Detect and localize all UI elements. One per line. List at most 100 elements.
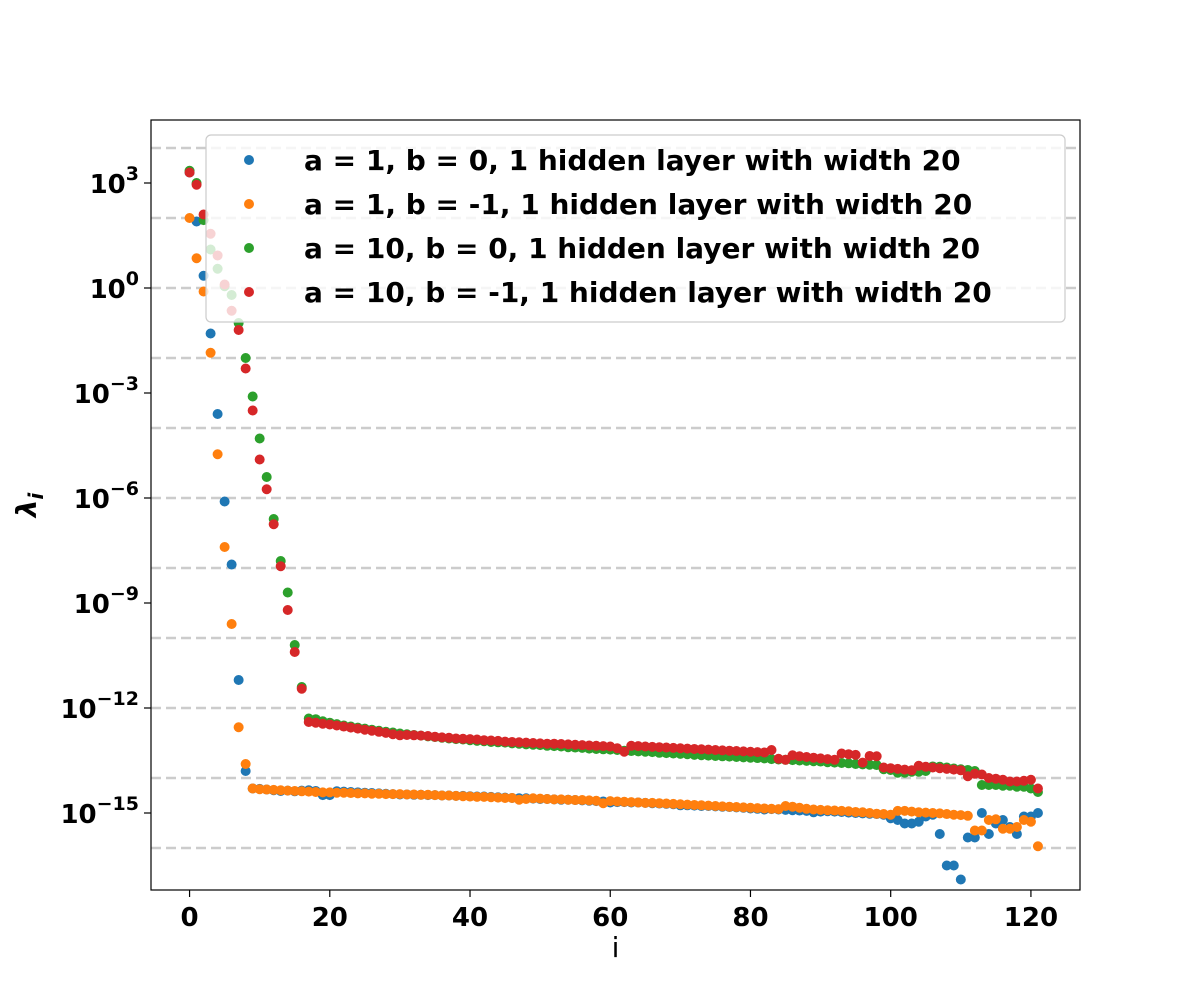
data-point [871, 751, 882, 762]
data-point [976, 780, 987, 790]
y-axis-ticks: 103 100 10−3 10−6 10−9 10−12 10−15 [60, 163, 151, 830]
data-point [247, 391, 258, 402]
legend-marker [244, 287, 254, 297]
y-tick-label: 103 [90, 163, 139, 200]
data-point [766, 745, 777, 755]
data-point [233, 675, 244, 685]
x-axis-label: i [612, 931, 620, 964]
legend-marker [244, 155, 254, 165]
data-point [1011, 829, 1022, 839]
data-point [401, 789, 412, 800]
data-point [1025, 816, 1036, 827]
data-point [219, 542, 230, 552]
data-point [857, 757, 868, 768]
x-tick-label: 40 [452, 903, 488, 933]
data-point [1032, 841, 1043, 852]
data-point [184, 213, 195, 223]
data-point [317, 787, 328, 798]
data-point [1011, 822, 1022, 832]
data-point [990, 814, 1001, 825]
data-point [829, 754, 840, 765]
data-point [352, 788, 363, 799]
data-point [275, 561, 286, 572]
legend-label: a = 10, b = 0, 1 hidden layer with width… [304, 232, 980, 265]
data-point [205, 347, 216, 358]
data-point [1004, 776, 1015, 787]
data-point [240, 766, 251, 776]
legend-box [205, 134, 1066, 323]
data-point [296, 683, 307, 694]
data-point [331, 787, 342, 798]
data-point [289, 647, 300, 657]
data-point [233, 325, 244, 335]
legend-label: a = 1, b = 0, 1 hidden layer with width … [304, 144, 961, 177]
x-tick-label: 60 [592, 903, 628, 933]
data-points [184, 165, 1043, 885]
legend: a = 1, b = 0, 1 hidden layer with width … [205, 134, 1066, 323]
legend-marker [244, 243, 254, 253]
data-point [1025, 774, 1036, 785]
data-point [261, 472, 272, 482]
legend-label: a = 10, b = -1, 1 hidden layer with widt… [304, 276, 992, 309]
data-point [366, 788, 377, 799]
legend-marker [244, 199, 254, 209]
y-tick-label: 10−15 [60, 793, 139, 830]
data-point [240, 353, 251, 363]
data-point [969, 832, 980, 843]
y-tick-label: 10−3 [74, 373, 139, 410]
data-point [254, 433, 265, 444]
data-point [850, 749, 861, 760]
data-point [955, 765, 966, 776]
data-point [913, 816, 924, 827]
data-point [1032, 808, 1043, 818]
y-tick-label: 100 [90, 268, 139, 305]
x-tick-label: 100 [864, 903, 918, 933]
data-point [640, 797, 651, 808]
data-point [184, 167, 195, 178]
data-point [226, 559, 237, 570]
y-tick-label: 10−12 [60, 688, 139, 725]
data-point [436, 790, 447, 801]
legend-label: a = 1, b = -1, 1 hidden layer with width… [304, 188, 972, 221]
plot-frame [150, 119, 1081, 891]
x-tick-label: 80 [732, 903, 768, 933]
data-point [570, 795, 581, 806]
data-point [997, 823, 1008, 834]
x-axis-ticks: 0 20 40 60 80 100 120 [181, 890, 1058, 933]
data-point [247, 405, 258, 416]
data-point [219, 496, 230, 507]
data-point [976, 808, 987, 818]
data-point [380, 789, 391, 800]
data-point [282, 605, 293, 615]
data-point [983, 780, 994, 790]
x-tick-label: 0 [181, 903, 199, 933]
data-point [254, 454, 265, 465]
x-tick-label: 120 [1004, 903, 1058, 933]
data-point [899, 818, 910, 829]
data-point [955, 874, 966, 885]
data-point [542, 738, 553, 749]
data-point [549, 794, 560, 805]
y-tick-label: 10−6 [74, 478, 139, 515]
y-axis-label: λi [10, 492, 48, 520]
data-point [226, 619, 237, 629]
data-point [969, 825, 980, 836]
data-point [387, 789, 398, 800]
data-point [282, 587, 293, 598]
data-point [948, 860, 959, 871]
series-2 [184, 213, 1043, 852]
data-point [233, 722, 244, 733]
data-point [941, 860, 952, 871]
data-point [415, 789, 426, 800]
data-point [191, 179, 202, 190]
data-point [240, 363, 251, 374]
data-point [268, 519, 279, 530]
data-point [205, 328, 216, 339]
data-point [619, 746, 630, 757]
series-4 [184, 167, 1043, 794]
data-point [892, 805, 903, 816]
data-point [962, 810, 973, 821]
data-point [976, 825, 987, 836]
data-point [191, 253, 202, 264]
